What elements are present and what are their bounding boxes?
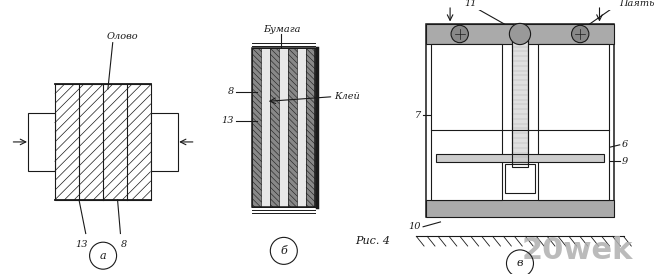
Bar [253,48,315,207]
Bar [253,48,315,207]
Text: 13: 13 [221,116,234,125]
Circle shape [509,23,531,45]
Bar [538,44,609,200]
Text: 11: 11 [465,0,477,8]
Bar [261,48,271,207]
Text: Бумага: Бумага [263,25,300,34]
Text: а: а [100,251,106,261]
Text: 7: 7 [415,110,421,119]
Text: 20wek: 20wek [522,236,633,265]
Bar [306,48,315,207]
Text: 10: 10 [409,222,421,231]
Text: Клей: Клей [334,92,360,101]
Bar [512,32,528,167]
Bar [253,48,261,207]
Bar [279,48,289,207]
Text: 8: 8 [228,87,234,96]
Bar [505,164,535,193]
Text: 8: 8 [121,240,128,249]
Text: Рис. 4: Рис. 4 [356,236,390,246]
Text: 9: 9 [622,157,628,166]
Bar [271,48,279,207]
Text: Паять: Паять [618,0,654,8]
Text: 13: 13 [76,240,88,249]
Circle shape [451,25,468,43]
Bar [297,48,306,207]
Text: б: б [281,246,287,256]
Circle shape [571,25,589,43]
Bar [436,155,604,162]
Bar [151,113,178,171]
Bar [55,84,151,200]
Bar [431,44,502,200]
Text: 6: 6 [622,140,628,149]
Text: Олово: Олово [106,32,138,41]
Bar [289,48,297,207]
Bar [426,24,614,44]
Bar [28,113,55,171]
Text: в: в [517,258,523,269]
Bar [512,32,528,167]
Bar [426,200,614,217]
Bar [426,24,614,217]
